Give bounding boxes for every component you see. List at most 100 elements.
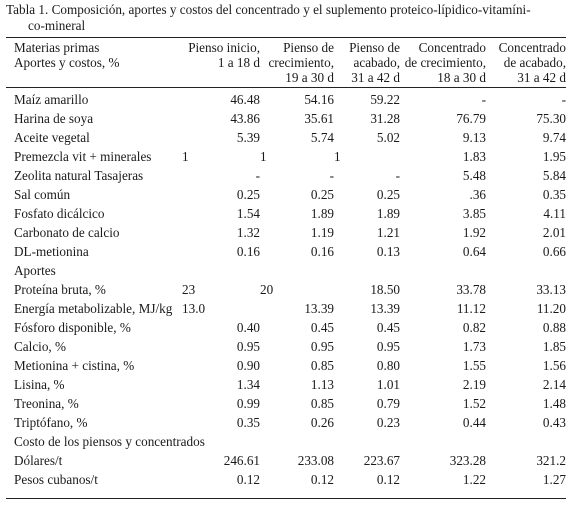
cell-col4: 1.92 (462, 225, 486, 240)
cell-col1: 0.40 (236, 320, 260, 335)
cell-col5: 1.56 (542, 358, 566, 373)
cell-col1: 0.95 (236, 339, 260, 354)
cell-col2: 0.85 (310, 358, 334, 373)
cell-col4: 9.13 (462, 130, 486, 145)
cell-col3: 0.45 (376, 320, 400, 335)
cell-col2: 54.16 (304, 92, 334, 107)
row-label: Proteína bruta, % (14, 282, 106, 297)
table-row: Treonina, % 0.99 0.85 0.79 1.52 1.48 (6, 394, 566, 413)
cell-col2: 5.74 (310, 130, 334, 145)
table-row: Sal común 0.25 0.25 0.25 .36 0.35 (6, 185, 566, 204)
cell-col5: 5.84 (542, 168, 566, 183)
cell-col5: 11.20 (536, 301, 566, 316)
caption-line-2: co-mineral (28, 18, 86, 33)
cell-col2: 0.85 (310, 396, 334, 411)
cell-col2: 1.13 (310, 377, 334, 392)
cell-col5: 0.43 (542, 415, 566, 430)
cell-col4: 1.52 (462, 396, 486, 411)
col2-header-line-2: crecimiento, (268, 55, 334, 70)
cell-col4: 11.12 (456, 301, 486, 316)
cell-col1: 46.48 (230, 92, 260, 107)
header-label-line-3 (6, 70, 182, 87)
cell-col3: 0.79 (376, 396, 400, 411)
cell-col2: 35.61 (304, 111, 334, 126)
cell-col2: 0.25 (310, 187, 334, 202)
row-label: Sal común (14, 187, 71, 202)
cell-col3: 59.22 (370, 92, 400, 107)
cell-col3: 18.50 (370, 282, 400, 297)
cell-col2: - (329, 168, 334, 183)
col4-header-line-3: 18 a 30 d (437, 70, 486, 85)
cell-col1: 0.16 (236, 244, 260, 259)
cell-col4: 1.83 (462, 149, 486, 164)
row-label: DL-metionina (14, 244, 89, 259)
table-caption: Tabla 1. Composición, aportes y costos d… (6, 2, 564, 34)
row-label: Zeolita natural Tasajeras (14, 168, 144, 183)
table-row: Fosfato dicálcico 1.54 1.89 1.89 3.85 4.11 (6, 204, 566, 223)
cell-col2: 0.12 (310, 472, 334, 487)
section-row: Aportes (6, 261, 566, 280)
cell-col3: 0.13 (376, 244, 400, 259)
cell-col5: 1.48 (542, 396, 566, 411)
cell-col5: 0.88 (542, 320, 566, 335)
col4-header-line-2: de crecimiento, (404, 55, 486, 70)
row-label: Aceite vegetal (14, 130, 90, 145)
cell-col1: 0.99 (236, 396, 260, 411)
col1-header-line-3 (182, 70, 260, 87)
cell-col5: 1.95 (542, 149, 566, 164)
row-label: Triptófano, % (14, 415, 88, 430)
cell-col2: 0.26 (310, 415, 334, 430)
cell-col1: 43.86 (230, 111, 260, 126)
table-header: Materias primas Pienso inicio, Pienso de… (6, 39, 566, 87)
table-row: Zeolita natural Tasajeras - - - 5.48 5.84 (6, 166, 566, 185)
cell-col2: 0.16 (310, 244, 334, 259)
row-label: Metionina + cistina, % (14, 358, 135, 373)
table-row: Pesos cubanos/t 0.12 0.12 0.12 1.22 1.27 (6, 470, 566, 489)
cell-col4: 1.22 (462, 472, 486, 487)
row-label: Harina de soya (14, 111, 94, 126)
col1-header-line-1: Pienso inicio, (188, 40, 260, 55)
cell-col1: 1.54 (236, 206, 260, 221)
header-label-line-2: Aportes y costos, % (14, 55, 120, 70)
cell-col2: 1 (260, 149, 267, 164)
cell-col2: 0.45 (310, 320, 334, 335)
caption-line-1: Tabla 1. Composición, aportes y costos d… (6, 2, 531, 17)
cell-col5: - (561, 92, 566, 107)
col5-header-line-2: de acabado, (503, 55, 566, 70)
cell-col4: 323.28 (449, 453, 486, 468)
cell-col2: 0.95 (310, 339, 334, 354)
row-label: Premezcla vit + minerales (14, 149, 152, 164)
cell-col5: 9.74 (542, 130, 566, 145)
table-row: Fósforo disponible, % 0.40 0.45 0.45 0.82 0.8… (6, 318, 566, 337)
cell-col3: - (395, 168, 400, 183)
cell-col4: 76.79 (456, 111, 486, 126)
col4-header-line-1: Concentrado (418, 40, 486, 55)
col3-header-line-3: 31 a 42 d (351, 70, 400, 85)
cell-col5: 75.30 (536, 111, 566, 126)
cell-col3: 0.95 (376, 339, 400, 354)
row-label: Treonina, % (14, 396, 79, 411)
table-row: Maíz amarillo 46.48 54.16 59.22 - - (6, 87, 566, 109)
col3-header-line-2: acabado, (353, 55, 401, 70)
section-heading: Aportes (14, 263, 56, 278)
cell-col4: .36 (469, 187, 486, 202)
cell-col3: 5.02 (376, 130, 400, 145)
cell-col1: - (255, 168, 260, 183)
col2-header-line-3: 19 a 30 d (285, 70, 334, 85)
header-rule (6, 87, 566, 88)
bottom-rule (6, 498, 566, 499)
cell-col4: 5.48 (462, 168, 486, 183)
cell-col5: 33.13 (536, 282, 566, 297)
table-row: Aceite vegetal 5.39 5.74 5.02 9.13 9.74 (6, 128, 566, 147)
header-label-line-1: Materias primas (14, 40, 100, 55)
cell-col3: 1 (334, 149, 341, 164)
cell-col3: 13.39 (370, 301, 400, 316)
row-label: Pesos cubanos/t (14, 472, 98, 487)
table-row: Lisina, % 1.34 1.13 1.01 2.19 2.14 (6, 375, 566, 394)
cell-col3: 1.89 (376, 206, 400, 221)
cell-col5: 2.14 (542, 377, 566, 392)
col1-header-line-2: 1 a 18 d (217, 55, 260, 70)
cell-col4: 3.85 (462, 206, 486, 221)
table-row: Carbonato de calcio 1.32 1.19 1.21 1.92 2.01 (6, 223, 566, 242)
top-rule (6, 37, 566, 38)
